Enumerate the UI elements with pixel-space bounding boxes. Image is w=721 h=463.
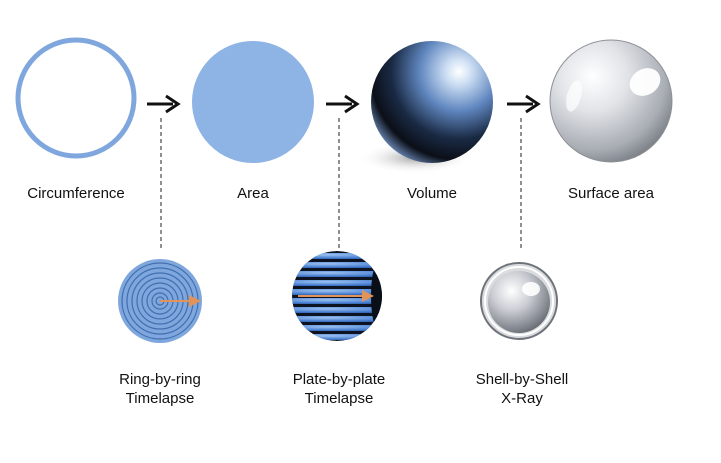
method-ring-line1: Ring-by-ring	[119, 371, 201, 388]
method-shell-line1: Shell-by-Shell	[475, 371, 569, 388]
plate-by-plate-icon	[292, 251, 382, 341]
label-ring-by-ring: Ring-by-ring Timelapse	[95, 370, 225, 408]
method-plate-line1: Plate-by-plate	[292, 371, 386, 388]
label-area: Area	[237, 185, 269, 202]
area-disk	[192, 41, 314, 163]
label-volume: Volume	[406, 185, 458, 202]
label-shell-by-shell: Shell-by-Shell X-Ray	[452, 370, 592, 408]
volume-sphere	[371, 41, 493, 163]
label-plate-by-plate: Plate-by-plate Timelapse	[264, 370, 414, 408]
method-ring-line2: Timelapse	[125, 390, 195, 407]
ring-by-ring-icon	[118, 259, 202, 343]
arrow-right-icon	[326, 94, 360, 114]
arrow-right-icon	[147, 94, 181, 114]
label-circumference: Circumference	[27, 185, 125, 202]
method-plate-line2: Timelapse	[304, 390, 374, 407]
circumference-ring	[15, 37, 137, 159]
arrow-right-icon	[507, 94, 541, 114]
shell-by-shell-icon	[480, 262, 558, 340]
method-shell-line2: X-Ray	[501, 390, 543, 407]
label-surface-area: Surface area	[568, 185, 654, 202]
